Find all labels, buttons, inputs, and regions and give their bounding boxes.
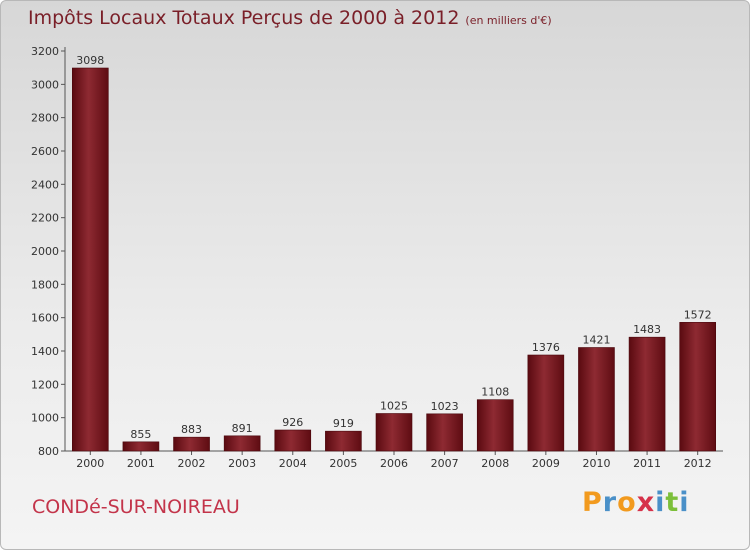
x-tick-label-2001: 2001 [127,457,155,470]
logo-letter: o [617,487,637,518]
data-label-2003: 891 [232,422,253,435]
y-tick-label: 1000 [31,412,59,425]
data-label-2006: 1025 [380,400,408,413]
x-tick-label-2002: 2002 [178,457,206,470]
logo-letter: t [665,487,680,518]
x-tick-label-2009: 2009 [532,457,560,470]
x-axis: 2000 2001 2002 2003 2004 2005 2006 2007 2008 2009… [65,450,723,470]
bar-2002 [173,436,210,452]
data-label-2011: 1483 [633,323,661,336]
data-label-2001: 855 [130,428,151,441]
data-label-2009: 1376 [532,341,560,354]
bar-2003 [223,435,261,452]
logo-letter: P [582,487,603,518]
data-label-2005: 919 [333,417,354,430]
data-label-2010: 1421 [582,334,610,347]
bars: 3098 855 883 891 926 919 1025 1023 1108 1376 1421 1… [72,54,716,452]
bar-2000 [72,67,109,452]
logo-letter: r [602,487,618,518]
x-tick-label-2000: 2000 [76,457,104,470]
x-tick-label-2008: 2008 [481,457,509,470]
data-label-2012: 1572 [684,308,712,321]
x-tick-label-2012: 2012 [684,457,712,470]
chart-title-text: Impôts Locaux Totaux Perçus de 2000 à 20… [28,7,460,29]
data-label-2004: 926 [282,416,303,429]
bar-2007 [426,413,463,452]
bar-2004 [274,429,312,452]
y-tick-label: 2600 [31,145,59,158]
proxiti-logo: Proxiti [582,487,690,518]
logo-letter: x [636,487,656,518]
y-tick-label: 2200 [31,212,59,225]
data-label-2000: 3098 [76,54,104,67]
x-tick-label-2011: 2011 [633,457,661,470]
bar-2011 [628,336,666,452]
bar-2010 [578,347,615,452]
data-label-2007: 1023 [431,400,459,413]
y-tick-label: 2800 [31,112,59,125]
y-tick-label: 800 [38,445,59,458]
chart-unit: (en milliers d'€) [465,14,552,27]
y-tick-label: 3200 [31,45,59,58]
y-tick-label: 1800 [31,278,59,291]
data-label-2002: 883 [181,423,202,436]
data-label-2008: 1108 [481,386,509,399]
bar-2008 [476,399,514,452]
logo-letter: i [655,487,666,518]
chart-title: Impôts Locaux Totaux Perçus de 2000 à 20… [28,7,552,29]
bar-2001 [122,441,160,452]
y-tick-label: 2000 [31,245,59,258]
x-tick-label-2007: 2007 [431,457,459,470]
y-tick-label: 1600 [31,312,59,325]
y-tick-label: 1200 [31,378,59,391]
x-tick-label-2004: 2004 [279,457,307,470]
x-tick-label-2006: 2006 [380,457,408,470]
bar-2012 [679,322,716,452]
y-tick-label: 1400 [31,345,59,358]
y-tick-label: 2400 [31,178,59,191]
bar-2005 [325,430,362,452]
x-tick-label-2005: 2005 [329,457,357,470]
x-tick-label-2010: 2010 [582,457,610,470]
x-tick-label-2003: 2003 [228,457,256,470]
y-tick-label: 3000 [31,78,59,91]
bar-2009 [527,354,565,452]
logo-letter: i [679,487,690,518]
bar-2006 [375,413,413,452]
y-axis: 800 1000 1200 1400 1600 1800 2000 2200 2400 2600 2… [31,45,66,458]
commune-name: CONDé-SUR-NOIREAU [32,496,240,518]
